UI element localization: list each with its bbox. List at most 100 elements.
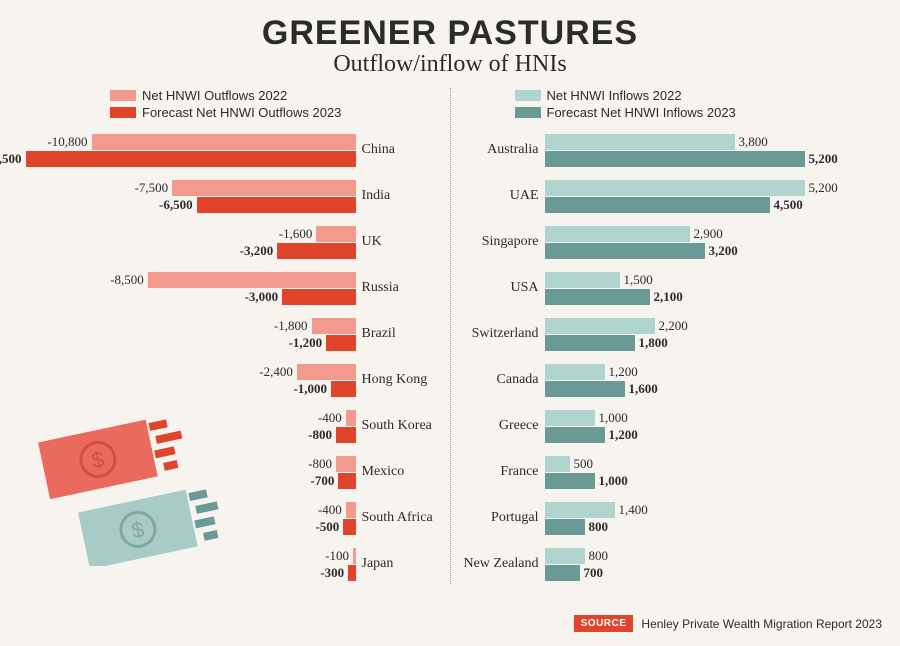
inflows-rows: Australia3,8005,200UAE5,2004,500Singapor… (455, 130, 891, 584)
bar: -3,200 (277, 243, 355, 259)
bar-value: 1,500 (624, 272, 653, 288)
bar: 1,500 (545, 272, 620, 288)
bar: 1,200 (545, 427, 605, 443)
source-tag: SOURCE (574, 615, 634, 632)
bar: -8,500 (148, 272, 356, 288)
outflow-row: -10,800-13,500China (10, 130, 446, 170)
bar-value: -700 (311, 473, 335, 489)
country-label: Canada (455, 372, 545, 388)
bar: 1,800 (545, 335, 635, 351)
source-text: Henley Private Wealth Migration Report 2… (641, 617, 882, 631)
outflow-row: -2,400-1,000Hong Kong (10, 360, 446, 400)
bar: -400 (346, 410, 356, 426)
bar: 3,800 (545, 134, 735, 150)
country-label: Portugal (455, 510, 545, 526)
bar: -100 (353, 548, 355, 564)
inflow-row: Singapore2,9003,200 (455, 222, 891, 262)
country-label: USA (455, 280, 545, 296)
inflow-row: USA1,5002,100 (455, 268, 891, 308)
bar-value: 2,200 (659, 318, 688, 334)
bar-value: -500 (315, 519, 339, 535)
money-notes-icon: $ $ (20, 406, 220, 566)
bar: 700 (545, 565, 580, 581)
inflow-row: France5001,000 (455, 452, 891, 492)
bars-wrap: -8,500-3,000 (10, 272, 356, 305)
bar: 1,000 (545, 410, 595, 426)
inflow-row: Canada1,2001,600 (455, 360, 891, 400)
source-attribution: SOURCE Henley Private Wealth Migration R… (574, 615, 882, 632)
page-title: GREENER PASTURES (0, 14, 900, 53)
legend-item: Net HNWI Inflows 2022 (515, 88, 682, 103)
bar: 2,100 (545, 289, 650, 305)
bar: -800 (336, 456, 356, 472)
legend-swatch (110, 107, 136, 118)
country-label: France (455, 464, 545, 480)
bar: 4,500 (545, 197, 770, 213)
outflows-legend: Net HNWI Outflows 2022Forecast Net HNWI … (10, 88, 446, 120)
bar-value: -400 (318, 502, 342, 518)
bar-value: -300 (320, 565, 344, 581)
bar-value: 1,600 (629, 381, 658, 397)
bar-value: -10,800 (47, 134, 87, 150)
inflows-legend: Net HNWI Inflows 2022 Forecast Net HNWI I… (455, 88, 891, 120)
inflow-row: Greece1,0001,200 (455, 406, 891, 446)
bar: -6,500 (197, 197, 356, 213)
bar-value: 1,200 (609, 364, 638, 380)
bar-value: -13,500 (0, 151, 22, 167)
country-label: Singapore (455, 234, 545, 250)
bar: -500 (343, 519, 355, 535)
bar: 5,200 (545, 151, 805, 167)
bars-wrap: 800700 (545, 548, 891, 581)
country-label: UK (356, 234, 446, 250)
bar: -1,000 (331, 381, 355, 397)
bar-value: 3,800 (739, 134, 768, 150)
bar-value: 1,400 (619, 502, 648, 518)
bars-wrap: 1,2001,600 (545, 364, 891, 397)
legend-label: Net HNWI Inflows 2022 (547, 88, 682, 103)
inflow-row: New Zealand800700 (455, 544, 891, 584)
bar-value: 800 (589, 519, 609, 535)
bar: 1,400 (545, 502, 615, 518)
bar-value: 1,000 (599, 410, 628, 426)
bar-value: 700 (584, 565, 604, 581)
bar-value: 5,200 (809, 151, 838, 167)
outflow-row: -1,800-1,200Brazil (10, 314, 446, 354)
bar-value: 500 (574, 456, 594, 472)
inflow-row: UAE5,2004,500 (455, 176, 891, 216)
bar: 2,900 (545, 226, 690, 242)
bars-wrap: 3,8005,200 (545, 134, 891, 167)
bars-wrap: 5001,000 (545, 456, 891, 489)
bars-wrap: 1,0001,200 (545, 410, 891, 443)
legend-label: Forecast Net HNWI Outflows 2023 (142, 105, 341, 120)
inflow-row: Switzerland2,2001,800 (455, 314, 891, 354)
bar-value: -1,800 (274, 318, 308, 334)
bar-value: 1,800 (639, 335, 668, 351)
bars-wrap: -10,800-13,500 (10, 134, 356, 167)
bar: -2,400 (297, 364, 356, 380)
bar: 500 (545, 456, 570, 472)
inflows-panel: Net HNWI Inflows 2022 Forecast Net HNWI I… (451, 88, 891, 584)
legend-item: Forecast Net HNWI Inflows 2023 (515, 105, 736, 120)
country-label: New Zealand (455, 556, 545, 572)
bar: -1,800 (312, 318, 356, 334)
bars-wrap: 1,400800 (545, 502, 891, 535)
bar: 3,200 (545, 243, 705, 259)
country-label: Japan (356, 556, 446, 572)
country-label: Greece (455, 418, 545, 434)
bar: -13,500 (26, 151, 356, 167)
bar-value: -1,600 (279, 226, 313, 242)
bar: 1,600 (545, 381, 625, 397)
legend-label: Forecast Net HNWI Inflows 2023 (547, 105, 736, 120)
country-label: Mexico (356, 464, 446, 480)
bar-value: 1,200 (609, 427, 638, 443)
bar: 1,000 (545, 473, 595, 489)
outflow-row: -7,500-6,500India (10, 176, 446, 216)
bar-value: 2,100 (654, 289, 683, 305)
bar-value: -1,200 (289, 335, 323, 351)
inflow-row: Portugal1,400800 (455, 498, 891, 538)
country-label: Russia (356, 280, 446, 296)
bar: -1,600 (316, 226, 355, 242)
country-label: South Korea (356, 418, 446, 434)
bar-value: -8,500 (110, 272, 144, 288)
outflow-row: -1,600-3,200UK (10, 222, 446, 262)
